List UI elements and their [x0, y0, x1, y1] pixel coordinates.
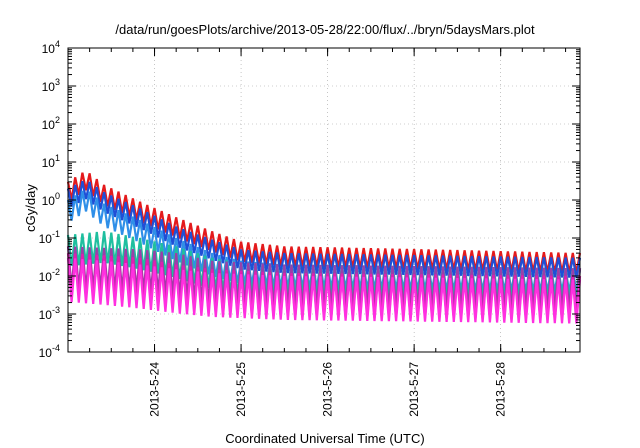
x-axis-label: Coordinated Universal Time (UTC): [225, 431, 424, 446]
series-group: [66, 172, 582, 324]
y-axis: 10-4 10-3 10-2 10-1 100 101 102 103 104: [39, 39, 580, 360]
y-tick-label: 10-2: [39, 267, 60, 284]
y-tick-label: 104: [42, 39, 60, 56]
x-tick-label: 2013-5-28: [494, 362, 508, 417]
x-tick-label: 2013-5-26: [321, 362, 335, 417]
x-tick-label: 2013-5-25: [234, 362, 248, 417]
y-tick-label: 10-1: [39, 229, 60, 246]
x-tick-label: 2013-5-24: [148, 362, 162, 417]
y-tick-label: 101: [42, 153, 60, 170]
y-tick-label: 10-3: [39, 305, 60, 322]
series-line-7: [66, 257, 582, 324]
series-line-2: [66, 180, 582, 278]
chart-title: /data/run/goesPlots/archive/2013-05-28/2…: [115, 22, 535, 37]
y-axis-label: cGy/day: [23, 184, 38, 232]
y-tick-label: 10-4: [39, 343, 60, 360]
y-tick-label: 103: [42, 77, 60, 94]
x-axis: 2013-5-24 2013-5-25 2013-5-26 2013-5-27 2013…: [67, 48, 567, 417]
y-tick-label: 100: [42, 191, 60, 208]
x-tick-label: 2013-5-27: [407, 362, 421, 417]
y-tick-label: 102: [42, 115, 60, 132]
